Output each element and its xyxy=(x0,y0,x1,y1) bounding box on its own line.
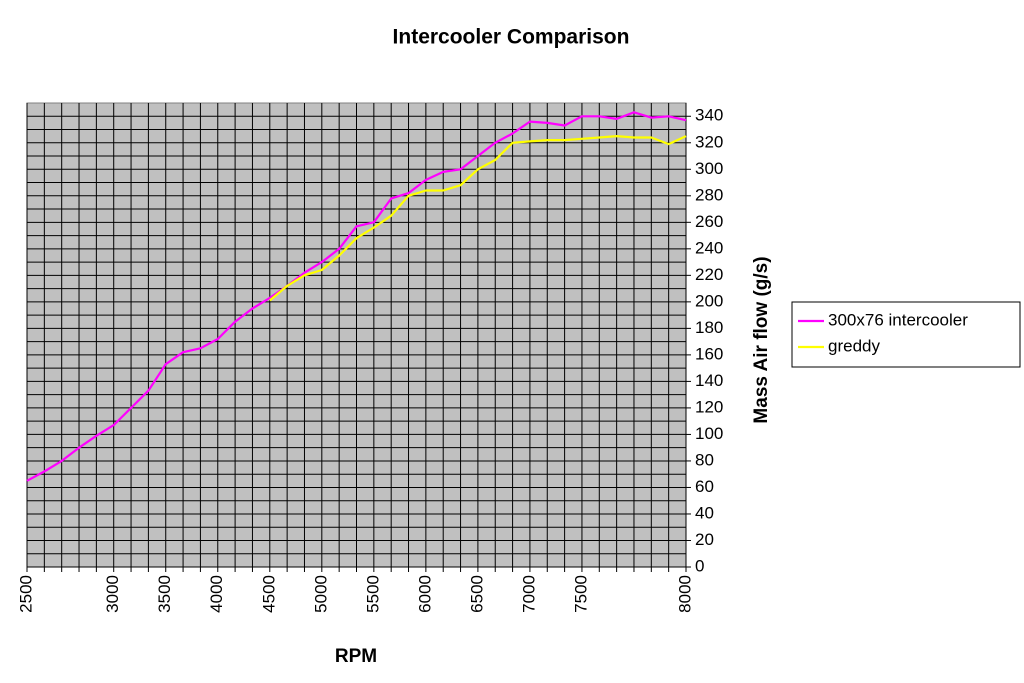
y-axis-title: Mass Air flow (g/s) xyxy=(751,256,772,423)
y-tick-label: 200 xyxy=(695,291,723,310)
y-tick-label: 0 xyxy=(695,556,704,575)
y-tick-label: 60 xyxy=(695,477,714,496)
x-tick-label: 5000 xyxy=(311,575,330,613)
y-tick-label: 300 xyxy=(695,159,723,178)
y-tick-label: 320 xyxy=(695,132,723,151)
x-axis-title: RPM xyxy=(335,646,377,667)
y-tick-label: 40 xyxy=(695,503,714,522)
x-tick-label: 6500 xyxy=(467,575,486,613)
x-tick-label: 4000 xyxy=(207,575,226,613)
y-tick-label: 80 xyxy=(695,450,714,469)
y-tick-label: 160 xyxy=(695,344,723,363)
y-tick-label: 340 xyxy=(695,106,723,125)
x-tick-label: 3000 xyxy=(103,575,122,613)
legend-label: greddy xyxy=(828,336,880,355)
x-tick-label: 7000 xyxy=(519,575,538,613)
x-tick-label: 3500 xyxy=(155,575,174,613)
line-series xyxy=(26,111,687,482)
line-series xyxy=(269,135,687,302)
y-tick-label: 260 xyxy=(695,212,723,231)
x-tick-label: 6000 xyxy=(415,575,434,613)
y-tick-label: 220 xyxy=(695,265,723,284)
x-tick-label: 8000 xyxy=(675,575,694,613)
y-tick-label: 240 xyxy=(695,238,723,257)
y-tick-label: 280 xyxy=(695,185,723,204)
y-tick-label: 100 xyxy=(695,424,723,443)
legend-label: 300x76 intercooler xyxy=(828,310,968,329)
y-tick-label: 180 xyxy=(695,318,723,337)
y-tick-label: 20 xyxy=(695,530,714,549)
x-tick-label: 4500 xyxy=(259,575,278,613)
y-tick-label: 120 xyxy=(695,397,723,416)
legend-box xyxy=(791,301,1021,368)
y-tick-label: 140 xyxy=(695,371,723,390)
chart-title: Intercooler Comparison xyxy=(393,26,630,49)
x-tick-label: 2500 xyxy=(16,575,35,613)
x-tick-label: 5500 xyxy=(363,575,382,613)
x-tick-label: 7500 xyxy=(571,575,590,613)
